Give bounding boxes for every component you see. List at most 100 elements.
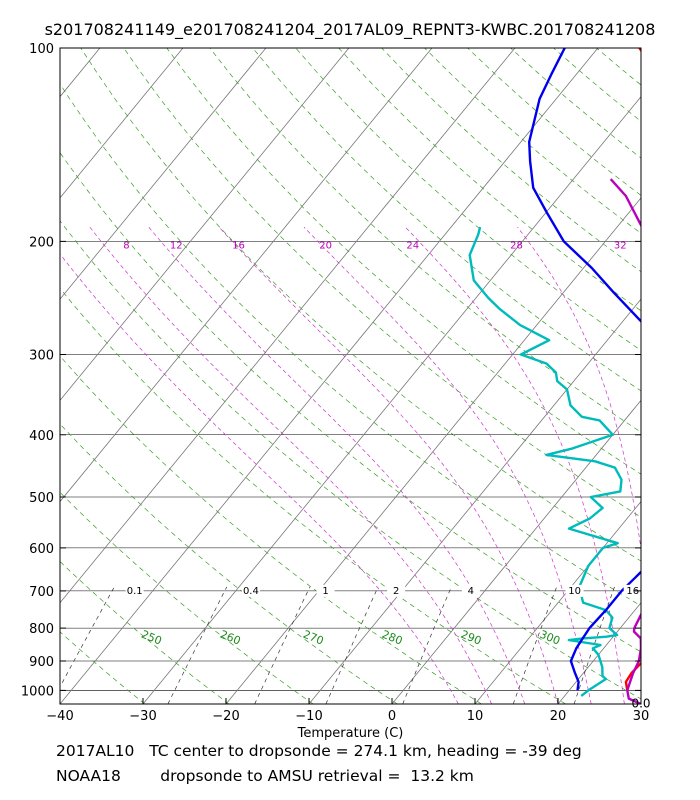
isotherm-line — [60, 48, 101, 98]
caption-line-1: 2017AL10 TC center to dropsonde = 274.1 … — [56, 742, 582, 760]
AMSU-temperature-line — [528, 48, 641, 691]
label-bg — [387, 584, 406, 597]
chart-title: s201708241149_e201708241204_2017AL09_REP… — [44, 20, 656, 39]
moist-adiabat-label: 12 — [170, 240, 183, 251]
dry-adiabat-line — [467, 48, 641, 196]
isotherm-line — [60, 48, 599, 704]
isotherm-line — [60, 48, 433, 503]
AMSU-dewpoint-line — [609, 178, 641, 704]
x-tick-label: −30 — [129, 709, 156, 724]
y-tick-label: 400 — [29, 429, 54, 444]
dry-adiabat-line — [80, 48, 641, 562]
y-tick-label: 300 — [29, 348, 54, 363]
moist-adiabat-line — [303, 226, 592, 704]
mixing-ratio-line — [402, 586, 452, 704]
dry-adiabat-line — [381, 48, 641, 273]
mixing-ratio-label: 2 — [393, 586, 399, 597]
isotherm-line — [557, 602, 641, 704]
dry-adiabat-label: 300 — [538, 628, 562, 648]
background-grid — [0, 48, 641, 704]
dry-adiabat-line — [60, 152, 641, 653]
isotherm-line — [0, 48, 17, 704]
moist-adiabat-line — [148, 226, 526, 704]
label-bg — [241, 584, 260, 597]
mixing-ratio-line — [325, 586, 379, 704]
dry-adiabat-line — [60, 287, 566, 704]
dry-adiabat-line — [60, 561, 230, 704]
x-tick-label: 30 — [633, 709, 650, 724]
isotherm-line — [60, 48, 350, 401]
dry-adiabat-line — [596, 48, 641, 86]
moist-adiabat-label: 32 — [614, 240, 627, 251]
dry-adiabat-line — [639, 48, 641, 50]
dry-adiabat-label: 270 — [301, 628, 325, 648]
dry-adiabat-label: 250 — [139, 628, 163, 648]
x-tick-label: 0 — [388, 709, 396, 724]
x-tick-label: 10 — [467, 709, 484, 724]
moist-adiabat-label: 16 — [232, 240, 245, 251]
dry-adiabat-line — [60, 491, 314, 704]
x-tick-label: −20 — [212, 709, 239, 724]
label-bg — [461, 584, 480, 597]
mixing-ratio-label: 1 — [322, 586, 328, 597]
dry-adiabat-line — [60, 220, 641, 700]
moist-adiabat-line — [89, 226, 492, 704]
dropsonde-dewpoint-line — [468, 226, 623, 697]
label-bg — [316, 584, 335, 597]
isotherm-line — [60, 48, 516, 604]
moist-adiabat-label: 24 — [406, 240, 419, 251]
dry-adiabat-line — [252, 48, 641, 392]
mixing-ratio-label: 4 — [468, 586, 474, 597]
isotherm-line — [142, 96, 641, 704]
dry-adiabat-label: 260 — [218, 628, 242, 648]
mixing-ratio-line — [60, 586, 115, 688]
x-tick-label: 20 — [550, 709, 567, 724]
isotherm-line — [225, 197, 641, 704]
label-bg — [565, 584, 584, 597]
y-tick-label: 700 — [29, 585, 54, 600]
dry-adiabat-line — [424, 48, 641, 234]
x-axis-label: Temperature (C) — [297, 726, 404, 741]
dry-adiabat-line — [510, 48, 641, 159]
moist-adiabat-line — [218, 226, 559, 704]
y-tick-label: 800 — [29, 622, 54, 637]
mixing-ratio-label: 16 — [626, 586, 639, 597]
label-bg — [623, 584, 642, 597]
axes: −40 −30 −20 −10 0 10 20 30 100 200 300 400 500 600 700… — [21, 42, 649, 741]
dry-adiabat-line — [295, 48, 641, 351]
y-tick-label: 900 — [29, 655, 54, 670]
mixing-ratio-line — [254, 586, 311, 704]
dry-adiabat-line — [166, 48, 641, 475]
mixing-ratio-label: 0.4 — [243, 586, 259, 597]
dry-adiabat-line — [123, 48, 641, 518]
mixing-ratio-line — [512, 586, 558, 704]
isotherm-line — [60, 48, 267, 300]
dry-adiabat-label: 280 — [380, 628, 404, 648]
x-tick-label: −10 — [295, 709, 322, 724]
moist-adiabat-label: 20 — [319, 240, 332, 251]
plot-frame — [59, 47, 642, 705]
moist-adiabat-label: 8 — [123, 240, 129, 251]
moist-adiabat-line — [517, 226, 641, 552]
dry-adiabat-line — [60, 355, 482, 704]
moist-adiabat-label: 28 — [510, 240, 523, 251]
isotherm-line — [474, 500, 641, 704]
dry-adiabat-line — [60, 631, 146, 704]
moist-adiabat-line — [405, 226, 625, 704]
isotherm-line — [60, 48, 184, 199]
isotherm-line — [391, 399, 641, 704]
dry-adiabat-line — [60, 83, 641, 607]
dry-adiabat-line — [60, 702, 61, 704]
mixing-ratio-label: 0.1 — [127, 586, 143, 597]
data-lines — [468, 48, 641, 704]
y-tick-label: 500 — [29, 491, 54, 506]
mixing-ratio-label: 10 — [568, 586, 581, 597]
dry-adiabat-line — [338, 48, 641, 312]
caption-line-2: NOAA18 dropsonde to AMSU retrieval = 13.… — [56, 767, 474, 785]
dry-adiabat-line — [209, 48, 641, 433]
mixing-ratio-line — [167, 586, 228, 704]
y-tick-label: 600 — [29, 542, 54, 557]
y-tick-label: 200 — [29, 235, 54, 250]
